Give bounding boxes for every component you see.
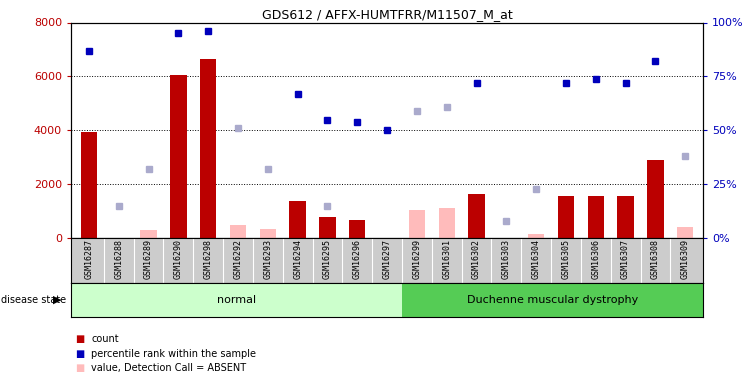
Text: GSM16298: GSM16298 <box>203 240 212 279</box>
Text: GSM16292: GSM16292 <box>233 240 242 279</box>
Text: GSM16287: GSM16287 <box>85 240 94 279</box>
Bar <box>528 234 545 238</box>
Text: GSM16303: GSM16303 <box>502 240 511 279</box>
Bar <box>171 75 186 238</box>
Bar <box>402 283 703 317</box>
Bar <box>230 225 246 238</box>
Bar <box>617 195 634 238</box>
Bar <box>408 210 425 238</box>
Text: GSM16302: GSM16302 <box>472 240 481 279</box>
Bar <box>468 194 485 238</box>
Text: ■: ■ <box>75 334 84 344</box>
Bar <box>319 217 336 238</box>
Bar <box>200 59 216 238</box>
Bar <box>81 132 97 238</box>
Text: GSM16288: GSM16288 <box>114 240 123 279</box>
Bar <box>349 220 366 238</box>
Text: GSM16301: GSM16301 <box>442 240 451 279</box>
Text: GSM16299: GSM16299 <box>412 240 421 279</box>
Bar <box>647 160 663 238</box>
Text: GSM16306: GSM16306 <box>591 240 601 279</box>
Bar <box>289 201 306 238</box>
Text: GSM16309: GSM16309 <box>681 240 690 279</box>
Text: GSM16289: GSM16289 <box>144 240 153 279</box>
Text: disease state: disease state <box>1 295 67 305</box>
Text: GSM16304: GSM16304 <box>532 240 541 279</box>
Text: GSM16294: GSM16294 <box>293 240 302 279</box>
Text: percentile rank within the sample: percentile rank within the sample <box>91 349 257 358</box>
Text: Duchenne muscular dystrophy: Duchenne muscular dystrophy <box>467 295 638 305</box>
Text: GSM16293: GSM16293 <box>263 240 272 279</box>
Text: normal: normal <box>217 295 256 305</box>
Bar <box>588 195 604 238</box>
Text: GSM16290: GSM16290 <box>174 240 183 279</box>
Text: GSM16305: GSM16305 <box>562 240 571 279</box>
Text: value, Detection Call = ABSENT: value, Detection Call = ABSENT <box>91 363 246 373</box>
Text: GSM16308: GSM16308 <box>651 240 660 279</box>
Title: GDS612 / AFFX-HUMTFRR/M11507_M_at: GDS612 / AFFX-HUMTFRR/M11507_M_at <box>262 8 512 21</box>
Text: GSM16307: GSM16307 <box>621 240 630 279</box>
Text: GSM16297: GSM16297 <box>382 240 392 279</box>
Text: GSM16295: GSM16295 <box>323 240 332 279</box>
Bar <box>141 230 157 238</box>
Bar <box>677 227 693 238</box>
Bar <box>438 209 455 238</box>
Text: ■: ■ <box>75 349 84 358</box>
Text: ■: ■ <box>75 363 84 373</box>
Bar <box>558 195 574 238</box>
Text: ▶: ▶ <box>53 295 61 305</box>
Bar <box>260 229 276 238</box>
Bar <box>71 283 402 317</box>
Text: GSM16296: GSM16296 <box>353 240 362 279</box>
Text: count: count <box>91 334 119 344</box>
